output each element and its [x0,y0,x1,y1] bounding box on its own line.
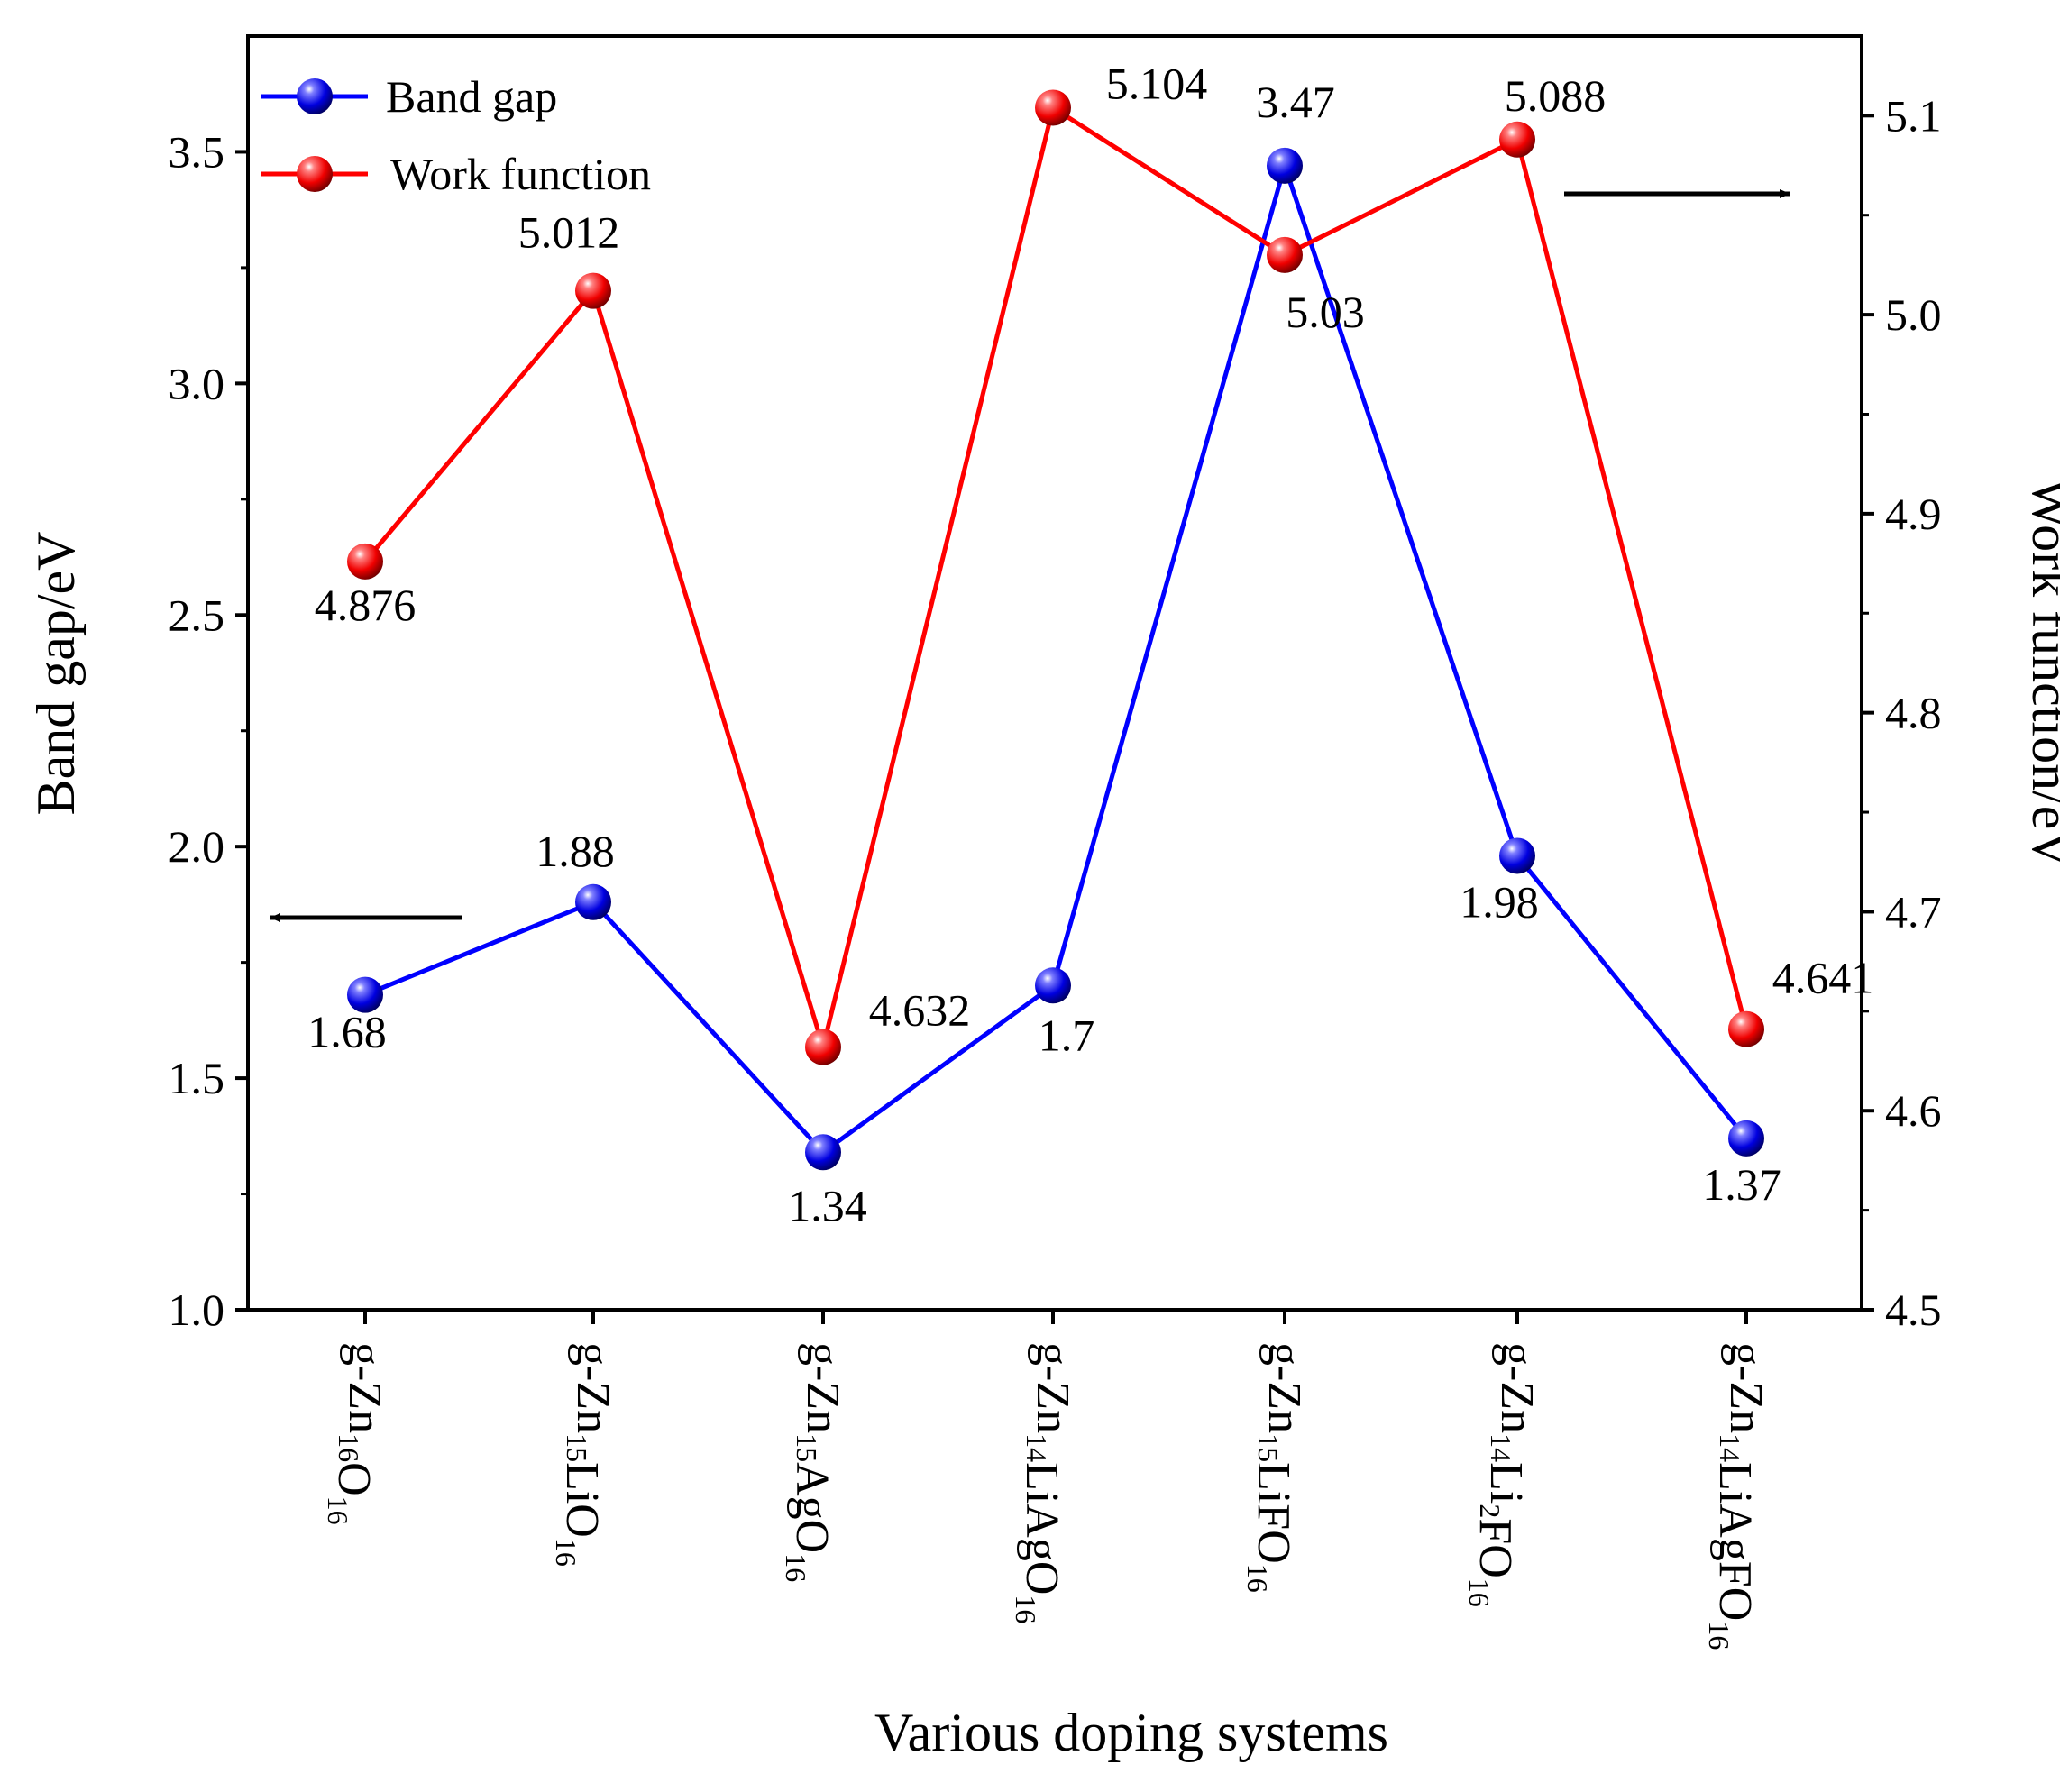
data-point-band-gap [805,1134,841,1171]
right-tick-label: 4.5 [1885,1285,1942,1335]
data-label-band-gap: 1.34 [788,1180,867,1230]
data-label-band-gap: 1.37 [1702,1159,1781,1210]
category-label: g-Zn16O16 [322,1342,390,1525]
left-tick-label: 3.0 [169,358,225,408]
data-label-band-gap: 1.7 [1039,1010,1095,1060]
category-label: g-Zn15AgO16 [780,1342,848,1582]
right-axis-title: Work function/eV [2021,478,2060,868]
x-axis-title: Various doping systems [874,1703,1388,1762]
left-axis-ticks: 1.0 1.5 2.0 2.5 3.0 3.5 [169,126,248,1335]
data-point-work-function [805,1029,841,1065]
legend-label-band-gap: Band gap [386,71,557,122]
legend: Band gap Work function [261,71,651,199]
data-label-work-function: 5.012 [518,207,620,258]
right-tick-label: 5.0 [1885,289,1942,340]
data-label-band-gap: 3.47 [1256,77,1335,127]
right-axis-ticks: 4.5 4.6 4.7 4.8 4.9 5.0 5.1 [1862,90,1942,1335]
right-tick-label: 4.8 [1885,688,1942,738]
category-label: g-Zn15LiFO16 [1241,1342,1310,1593]
plot-frame [246,34,1863,1312]
right-tick-label: 4.7 [1885,886,1942,937]
right-tick-label: 4.9 [1885,489,1942,539]
legend-marker-work-function [297,156,333,192]
left-axis-title: Band gap/eV [26,532,86,816]
data-label-work-function: 4.641 [1772,953,1874,1003]
legend-item-work-function: Work function [261,149,651,199]
data-label-band-gap: 1.68 [307,1007,387,1057]
left-tick-label: 2.5 [169,590,225,640]
data-label-work-function: 4.876 [315,580,417,630]
data-point-work-function [1728,1010,1764,1047]
data-point-band-gap [1035,967,1071,1004]
data-point-band-gap [1728,1120,1764,1157]
data-point-work-function [347,543,383,580]
data-point-band-gap [347,976,383,1013]
left-tick-label: 3.5 [169,126,225,177]
category-label: g-Zn14LiAgFO16 [1703,1342,1772,1650]
data-point-work-function [1035,89,1071,126]
category-label: g-Zn14Li2FO16 [1463,1342,1543,1607]
legend-label-work-function: Work function [390,149,651,199]
data-label-work-function: 5.03 [1286,287,1365,337]
legend-item-band-gap: Band gap [261,71,557,122]
data-label-work-function: 4.632 [869,985,971,1036]
data-label-layer: 1.68 1.88 1.34 1.7 3.47 1.98 1.37 4.876 5.012 4.6… [307,59,1873,1231]
data-label-work-function: 5.104 [1106,59,1208,109]
data-label-band-gap: 1.98 [1460,877,1539,928]
data-point-work-function [1499,121,1535,158]
series-layer [347,89,1764,1171]
data-point-work-function [575,272,611,309]
x-axis-ticks: g-Zn16O16 g-Zn15LiO16 g-Zn15AgO16 g-Zn14LiA… [322,1310,1772,1650]
right-tick-label: 5.1 [1885,90,1942,141]
data-point-work-function [1267,236,1303,273]
data-label-band-gap: 1.88 [536,826,615,876]
legend-marker-band-gap [297,78,333,114]
data-label-work-function: 5.088 [1505,70,1607,121]
left-tick-label: 1.5 [169,1053,225,1103]
data-point-band-gap [1499,837,1535,874]
left-tick-label: 2.0 [169,821,225,872]
right-tick-label: 4.6 [1885,1085,1942,1136]
data-point-band-gap [1267,147,1303,184]
data-point-band-gap [575,883,611,920]
category-label: g-Zn14LiAgO16 [1010,1342,1078,1623]
category-label: g-Zn15LiO16 [550,1342,618,1567]
left-tick-label: 1.0 [169,1285,225,1335]
